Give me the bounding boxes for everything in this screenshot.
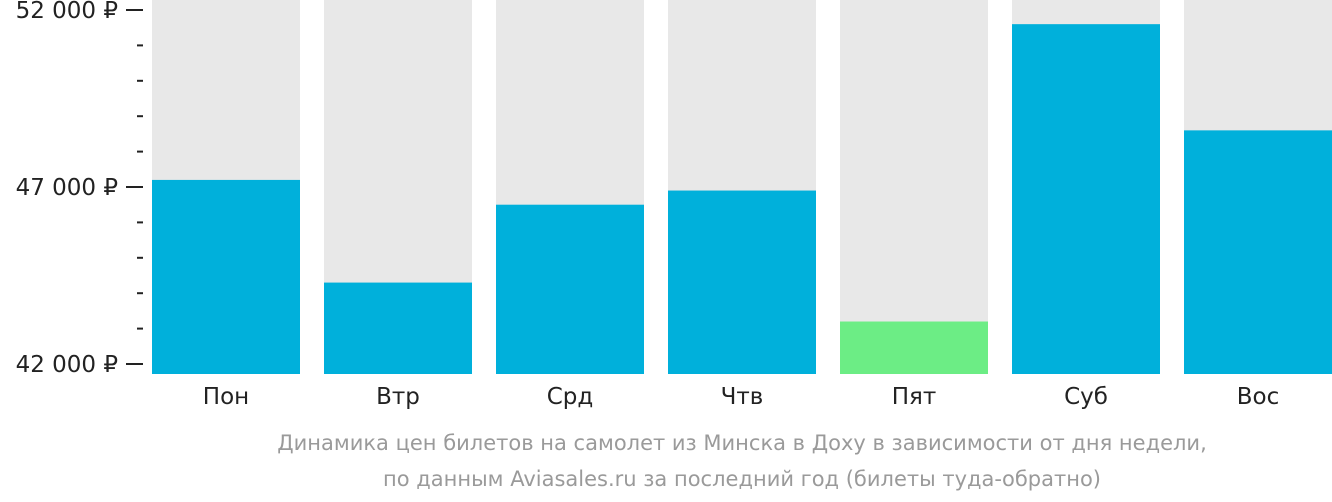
- bar-4: [668, 190, 816, 374]
- bar-3: [496, 204, 644, 374]
- bar-track-5: [840, 0, 988, 374]
- x-tick-label-2: Втр: [376, 384, 420, 410]
- x-tick-label-1: Пон: [203, 384, 249, 410]
- chart-caption-line-1: Динамика цен билетов на самолет из Минск…: [277, 431, 1207, 455]
- bar-2: [324, 282, 472, 374]
- x-tick-label-5: Пят: [892, 384, 937, 410]
- x-tick-label-6: Суб: [1064, 384, 1108, 410]
- bar-6: [1012, 24, 1160, 374]
- y-tick-label-1: 52 000 ₽: [16, 0, 118, 24]
- bar-1: [152, 179, 300, 374]
- chart-caption-line-2: по данным Aviasales.ru за последний год …: [383, 467, 1101, 491]
- x-tick-label-7: Вос: [1237, 384, 1280, 410]
- x-tick-label-4: Чтв: [721, 384, 764, 410]
- y-tick-label-3: 42 000 ₽: [16, 352, 118, 378]
- bar-7: [1184, 130, 1332, 374]
- y-tick-label-2: 47 000 ₽: [16, 175, 118, 201]
- x-tick-label-3: Срд: [547, 384, 594, 410]
- bar-5: [840, 321, 988, 374]
